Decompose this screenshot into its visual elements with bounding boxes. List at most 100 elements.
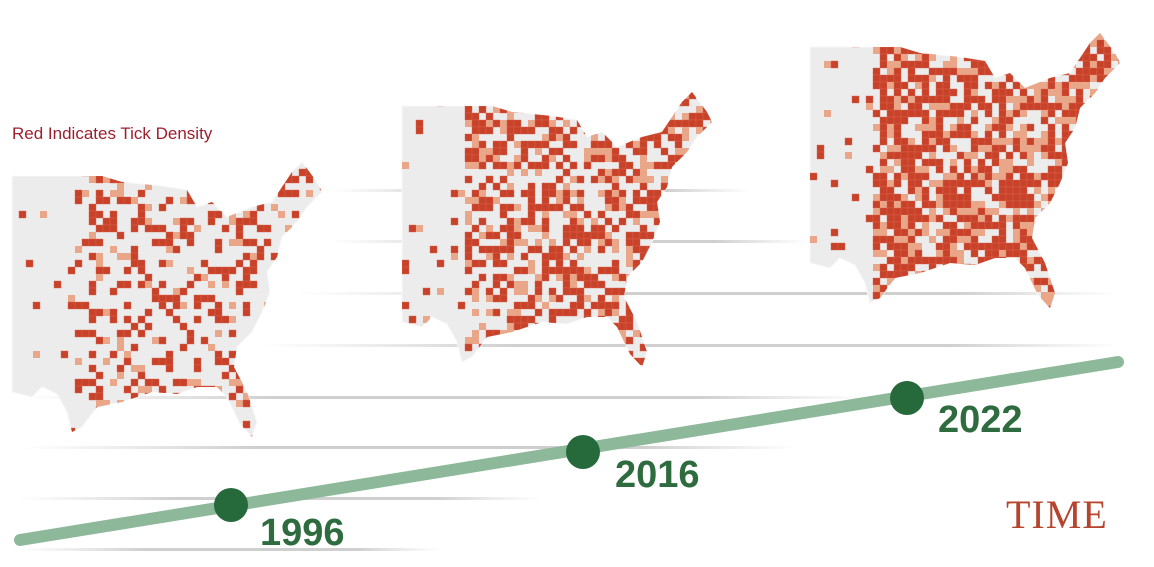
map-cell xyxy=(660,357,669,366)
map-cell xyxy=(893,207,902,216)
map-cell xyxy=(921,172,930,181)
map-cell xyxy=(116,196,125,205)
map-cell xyxy=(214,238,223,247)
map-cell xyxy=(548,203,557,212)
map-cell xyxy=(137,371,146,380)
map-cell xyxy=(1117,109,1120,118)
map-cell xyxy=(513,126,522,135)
map-cell xyxy=(158,434,167,437)
map-cell xyxy=(235,224,244,233)
map-cell xyxy=(472,330,479,337)
map-cell xyxy=(928,130,937,139)
map-cell xyxy=(921,81,930,90)
map-cell xyxy=(639,280,648,289)
map-cell xyxy=(1027,159,1034,166)
map-cell xyxy=(320,253,322,260)
map-cell xyxy=(1034,201,1041,208)
map-cell xyxy=(1097,278,1104,285)
map-cell xyxy=(569,224,578,233)
map-cell xyxy=(1026,193,1035,202)
map-cell xyxy=(1012,263,1021,272)
map-cell xyxy=(548,245,557,254)
map-cell xyxy=(977,137,986,146)
map-cell xyxy=(1012,298,1021,307)
map-cell xyxy=(984,67,993,76)
map-cell xyxy=(200,420,209,429)
map-cell xyxy=(900,137,909,146)
map-cell xyxy=(249,336,258,345)
map-cell xyxy=(103,358,110,365)
map-cell xyxy=(991,249,1000,258)
map-cell xyxy=(949,221,958,230)
map-cell xyxy=(145,281,152,288)
map-cell xyxy=(88,287,97,296)
map-cell xyxy=(688,294,697,303)
map-cell xyxy=(541,119,550,128)
map-cell xyxy=(1069,201,1076,208)
map-cell xyxy=(1068,277,1077,286)
map-cell xyxy=(625,210,634,219)
map-cell xyxy=(1033,277,1042,286)
map-cell xyxy=(710,225,712,232)
map-cell xyxy=(984,249,993,258)
map-cell xyxy=(151,357,160,366)
map-cell xyxy=(436,259,445,268)
map-cell xyxy=(137,203,146,212)
map-cell xyxy=(942,67,951,76)
map-cell xyxy=(242,371,251,380)
map-cell xyxy=(173,288,180,295)
map-cell xyxy=(1012,81,1021,90)
map-cell xyxy=(682,127,689,134)
map-cell xyxy=(949,207,958,216)
map-cell xyxy=(88,329,97,338)
map-cell xyxy=(970,242,979,251)
map-cell xyxy=(221,357,230,366)
map-cell xyxy=(1019,214,1028,223)
map-cell xyxy=(450,189,459,198)
map-cell xyxy=(922,222,929,229)
map-cell xyxy=(1027,61,1034,68)
map-cell xyxy=(1020,243,1027,250)
map-cell xyxy=(298,168,307,177)
map-cell xyxy=(1020,82,1027,89)
map-cell xyxy=(236,400,243,407)
map-cell xyxy=(1006,138,1013,145)
map-cell xyxy=(914,102,923,111)
year-label: 1996 xyxy=(260,512,345,554)
map-cell xyxy=(464,343,473,352)
map-cell xyxy=(970,249,979,258)
map-cell xyxy=(956,228,965,237)
map-cell xyxy=(604,287,613,296)
map-cell xyxy=(207,427,216,436)
map-cell xyxy=(879,53,888,62)
map-cell xyxy=(1020,285,1027,292)
map-cell xyxy=(130,217,139,226)
map-cell xyxy=(472,134,479,141)
map-cell xyxy=(810,285,817,292)
map-cell xyxy=(949,256,958,265)
map-cell xyxy=(229,316,236,323)
map-cell xyxy=(963,158,972,167)
map-cell xyxy=(893,270,902,279)
map-cell xyxy=(950,159,957,166)
map-cell xyxy=(81,168,90,177)
map-cell xyxy=(688,301,697,310)
map-cell xyxy=(709,245,712,254)
map-cell xyxy=(591,106,598,113)
map-cell xyxy=(633,141,640,148)
map-cell xyxy=(563,99,570,106)
map-cell xyxy=(1040,235,1049,244)
map-cell xyxy=(928,277,937,286)
map-cell xyxy=(935,95,944,104)
map-cell xyxy=(696,155,703,162)
map-cell xyxy=(548,357,557,366)
map-cell xyxy=(95,392,104,401)
map-cell xyxy=(674,182,683,191)
map-cell xyxy=(646,308,655,317)
map-cell xyxy=(1055,82,1062,89)
map-cell xyxy=(915,82,922,89)
map-cell xyxy=(172,315,181,324)
map-cell xyxy=(319,413,322,422)
map-cell xyxy=(514,288,521,295)
map-cell xyxy=(943,61,950,68)
